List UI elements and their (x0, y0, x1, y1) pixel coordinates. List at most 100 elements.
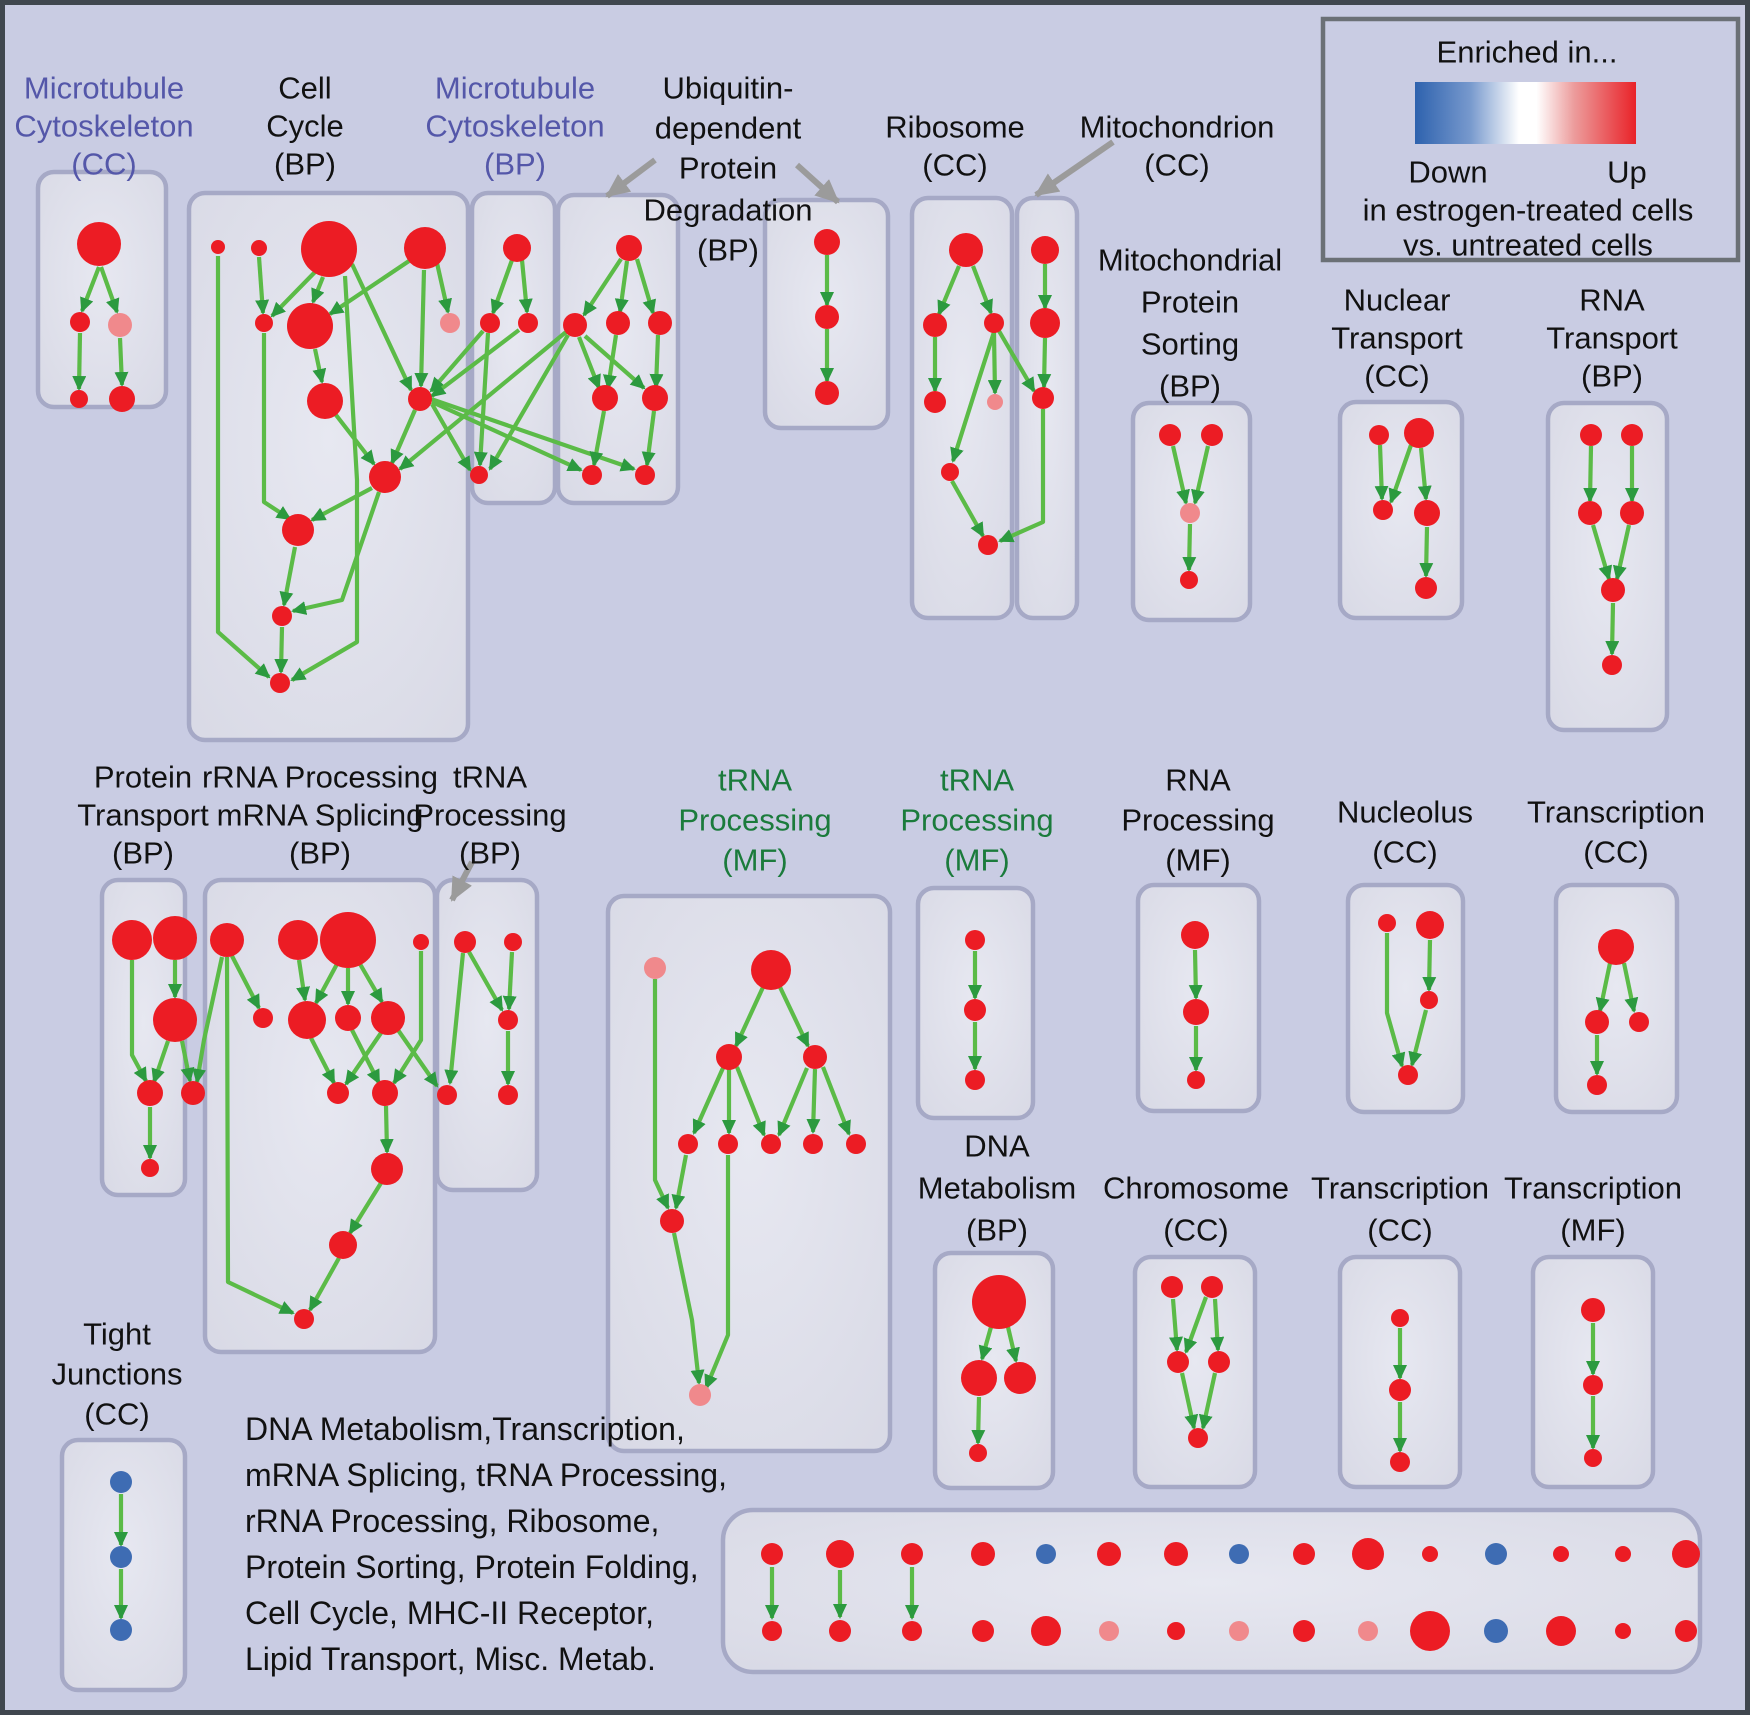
edge-arrow-31 (582, 257, 623, 317)
node-wide-top-6 (1164, 1542, 1188, 1566)
node-0 (77, 222, 121, 266)
node-wide-bottom-0 (762, 1621, 782, 1641)
edge-arrow-53 (1191, 445, 1211, 505)
edge-arrow-67 (179, 1040, 195, 1083)
node-32 (815, 381, 839, 405)
edge-arrow-4 (255, 256, 270, 315)
cluster-label-protein-transport: Transport (77, 798, 209, 833)
node-wide-top-13 (1615, 1546, 1631, 1562)
cluster-box-misc-wide (720, 1507, 1703, 1675)
node-51 (1415, 577, 1437, 599)
node-99 (1378, 914, 1396, 932)
cluster-label-trna-mf-1: tRNA (718, 763, 792, 798)
edge-arrow-21 (429, 329, 485, 393)
cluster-label-tight-junctions: Tight (83, 1317, 151, 1352)
node-77 (454, 931, 476, 953)
cluster-label-dna-metabolism: Metabolism (918, 1171, 1077, 1206)
node-114 (1208, 1351, 1230, 1373)
label-pointer-arrow-0 (605, 157, 657, 199)
node-88 (761, 1134, 781, 1154)
node-35 (984, 313, 1004, 333)
cluster-label-transcription-cc-3: (CC) (1367, 1213, 1432, 1248)
edge-arrow-83 (308, 1256, 341, 1312)
edge-arrow-45 (987, 332, 1002, 395)
node-55 (1620, 501, 1644, 525)
edge-arrow-70 (230, 955, 261, 1010)
misc-categories-text: mRNA Splicing, tRNA Processing, (245, 1457, 727, 1493)
edge-arrow-52 (1170, 445, 1190, 505)
node-wide-top-14 (1672, 1540, 1700, 1568)
node-47 (1369, 425, 1389, 445)
node-57 (1602, 655, 1622, 675)
node-43 (1159, 424, 1181, 446)
misc-categories-text: Lipid Transport, Misc. Metab. (245, 1641, 656, 1677)
edge-arrow-115 (1210, 1298, 1225, 1352)
node-15 (282, 514, 314, 546)
node-70 (335, 1005, 361, 1031)
node-81 (498, 1085, 518, 1105)
edge-arrow-99 (704, 1155, 731, 1390)
edge-arrow-33 (634, 258, 657, 315)
edge-arrow-86 (444, 952, 466, 1085)
edge-arrow-14 (390, 409, 417, 465)
node-6 (251, 240, 267, 256)
cluster-label-chromosome-cc: Chromosome (1103, 1171, 1289, 1206)
legend-subtitle-2: vs. untreated cells (1403, 228, 1653, 263)
node-38 (941, 463, 959, 481)
node-122 (110, 1471, 132, 1493)
node-3 (70, 390, 88, 408)
cluster-label-mitochondrion-cc: Mitochondrion (1080, 110, 1275, 145)
cluster-label-rrna-mrna: rRNA Processing (202, 760, 438, 795)
legend-up-label: Up (1607, 155, 1647, 190)
label-pointer-arrow-3 (449, 860, 475, 902)
node-46 (1180, 571, 1198, 589)
legend-title: Enriched in... (1437, 35, 1618, 70)
cluster-label-microtubule-bp: (BP) (484, 147, 546, 182)
cluster-label-transcription-mf-3: (MF) (1560, 1213, 1625, 1248)
node-wide-bottom-4 (1031, 1616, 1061, 1646)
node-wide-top-8 (1293, 1543, 1315, 1565)
edge-arrow-37 (649, 334, 664, 389)
edge-arrow-2 (72, 332, 87, 391)
node-13 (408, 387, 432, 411)
edge-arrow-0 (80, 266, 101, 313)
node-94 (964, 999, 986, 1021)
node-89 (803, 1134, 823, 1154)
cluster-label-ubiquitin-deg: dependent (655, 111, 802, 146)
edge-arrow-18 (274, 626, 289, 674)
node-39 (978, 535, 998, 555)
node-110 (969, 1444, 987, 1462)
node-37 (987, 394, 1003, 410)
edge-arrow-26 (431, 400, 583, 472)
node-108 (961, 1360, 997, 1396)
node-72 (327, 1082, 349, 1104)
cluster-box-rna-transport (1545, 400, 1670, 733)
edge-arrow-54 (1182, 523, 1197, 572)
node-62 (181, 1081, 205, 1105)
node-83 (751, 950, 791, 990)
cluster-label-microtubule-bp: Cytoskeleton (425, 109, 604, 144)
cluster-box-chromosome-cc (1132, 1254, 1258, 1490)
node-61 (137, 1080, 163, 1106)
cluster-label-transcription-cc-3: Transcription (1311, 1171, 1489, 1206)
node-56 (1601, 578, 1625, 602)
node-wide-bottom-14 (1675, 1620, 1697, 1642)
edge-arrow-62 (1612, 524, 1632, 581)
cluster-label-rna-processing-mf: (MF) (1165, 843, 1230, 878)
edge-arrow-111 (1005, 1326, 1020, 1363)
cluster-box-trna-processing-mf-1 (605, 893, 893, 1454)
node-66 (320, 912, 376, 968)
cluster-label-mito-protein-sorting: Protein (1141, 285, 1239, 320)
node-wide-bottom-6 (1167, 1622, 1185, 1640)
node-59 (153, 916, 197, 960)
edge-arrow-76 (392, 951, 424, 1085)
cluster-label-nuclear-transport: Transport (1331, 321, 1463, 356)
edge-arrow-10 (414, 269, 429, 388)
edge-arrow-1 (99, 266, 120, 314)
edge-arrow-57 (1417, 447, 1432, 501)
edge-arrow-20 (290, 275, 360, 682)
edge-arrow-93 (777, 1067, 809, 1137)
edge-arrow-75 (358, 962, 384, 1004)
misc-categories-text: Cell Cycle, MHC-II Receptor, (245, 1595, 654, 1631)
